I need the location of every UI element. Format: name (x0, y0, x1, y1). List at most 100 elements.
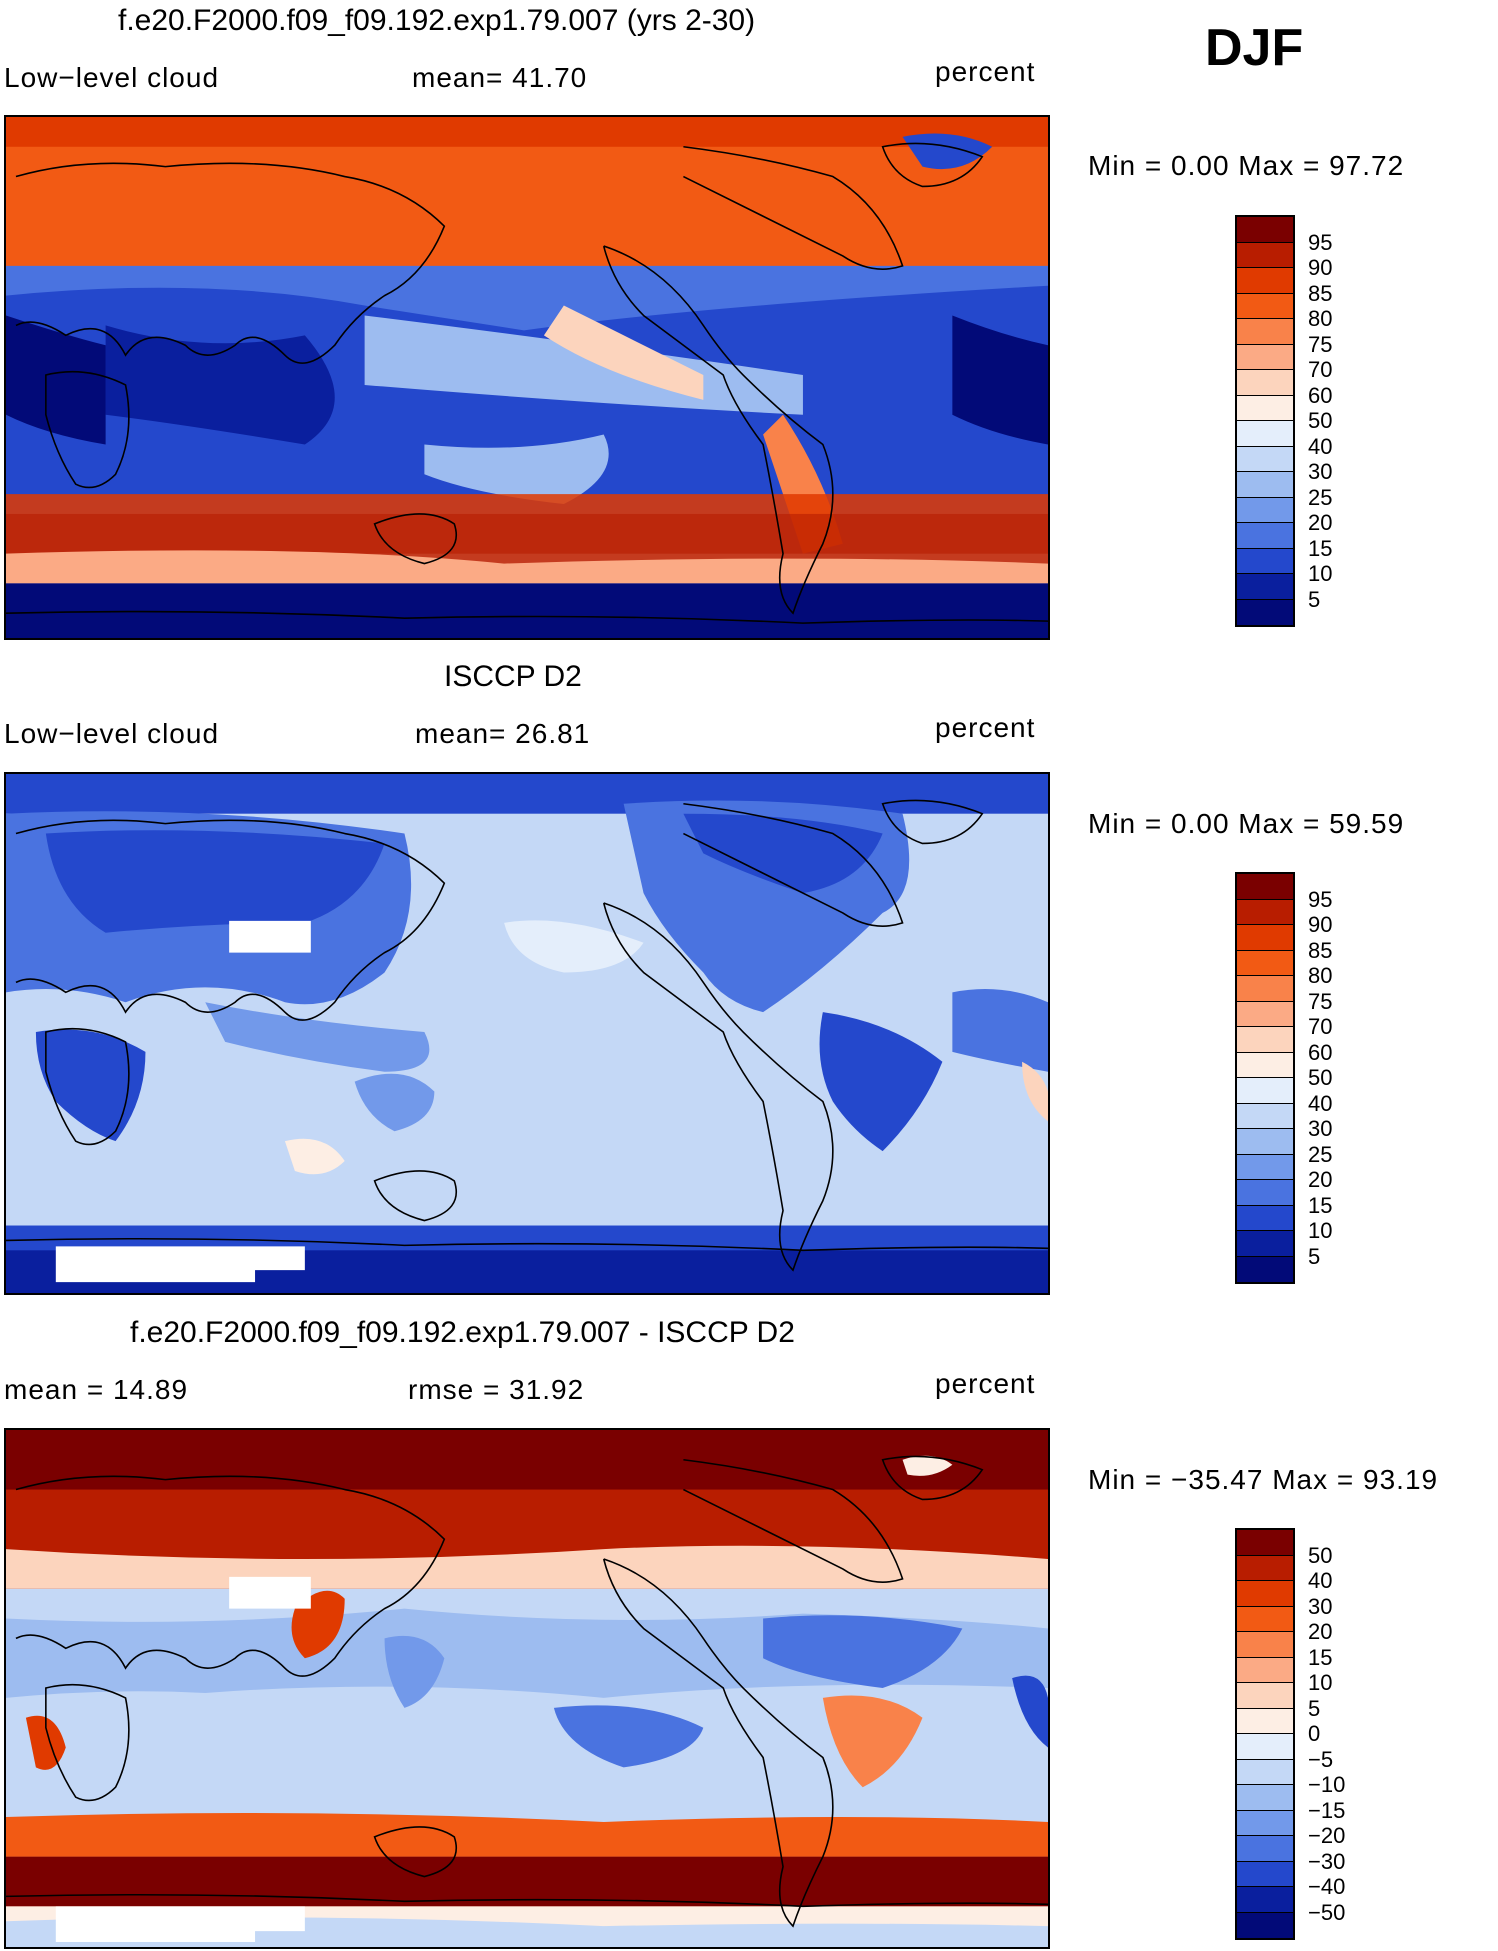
map-field (6, 117, 1048, 638)
panel-title: f.e20.F2000.f09_f09.192.exp1.79.007 (yrs… (118, 4, 756, 37)
colorbar-swatch (1237, 421, 1293, 447)
colorbar-tick-label: 5 (1308, 1243, 1321, 1269)
colorbar-tick-label: 5 (1308, 1695, 1321, 1721)
colorbar-swatch (1237, 1581, 1293, 1607)
colorbar-tick-label: 15 (1308, 1192, 1333, 1218)
colorbar-tick-label: −15 (1308, 1797, 1346, 1823)
colorbar-swatch (1237, 1180, 1293, 1206)
colorbar-swatch (1237, 950, 1293, 976)
colorbar (1235, 1528, 1295, 1940)
colorbar (1235, 215, 1295, 627)
colorbar-swatch (1237, 1001, 1293, 1027)
colorbar-swatch (1237, 446, 1293, 472)
colorbar-tick-label: 15 (1308, 1644, 1333, 1670)
colorbar-tick-label: 60 (1308, 382, 1333, 408)
mean-label: mean = 14.89 (4, 1374, 189, 1405)
colorbar-swatch (1237, 370, 1293, 396)
season-label: DJF (1205, 19, 1304, 77)
colorbar-swatch (1237, 1836, 1293, 1862)
colorbar-tick-label: 20 (1308, 1619, 1333, 1644)
colorbar-swatch (1237, 497, 1293, 523)
colorbar-swatch (1237, 1912, 1293, 1938)
colorbar-swatch (1237, 599, 1293, 625)
colorbar-swatch (1237, 1734, 1293, 1760)
colorbar-swatch (1237, 1530, 1293, 1556)
colorbar-swatch (1237, 1129, 1293, 1155)
colorbar-tick-label: −30 (1308, 1848, 1346, 1874)
units-label: percent (935, 1368, 1036, 1399)
colorbar-tick-label: 10 (1308, 1670, 1333, 1695)
colorbar-swatch (1237, 472, 1293, 498)
colorbar-swatch (1237, 1657, 1293, 1683)
field-label: Low−level cloud (4, 62, 220, 93)
colorbar-tick-label: 25 (1308, 484, 1333, 510)
colorbar-swatch (1237, 1078, 1293, 1104)
map-obs (4, 772, 1050, 1295)
colorbar-tick-label: 20 (1308, 1167, 1333, 1192)
colorbar-tick-label: 90 (1308, 255, 1333, 280)
minmax-label: Min = 0.00 Max = 59.59 (1088, 808, 1405, 839)
colorbar-swatch (1237, 1785, 1293, 1811)
colorbar-tick-label: 40 (1308, 1568, 1333, 1593)
rmse-label: rmse = 31.92 (408, 1374, 585, 1405)
colorbar-swatch (1237, 1606, 1293, 1632)
colorbar-tick-label: 10 (1308, 1218, 1333, 1243)
colorbar-swatch (1237, 1759, 1293, 1785)
colorbar-tick-label: 30 (1308, 459, 1333, 484)
colorbar-tick-label: 50 (1308, 1542, 1333, 1568)
map-model (4, 115, 1050, 640)
colorbar-tick-label: 30 (1308, 1116, 1333, 1141)
colorbar-tick-label: 50 (1308, 408, 1333, 433)
colorbar-swatch (1237, 1205, 1293, 1231)
colorbar-swatch (1237, 217, 1293, 243)
colorbar-tick-label: 5 (1308, 586, 1321, 612)
map-field (6, 774, 1048, 1293)
colorbar-tick-label: 20 (1308, 510, 1333, 535)
colorbar-swatch (1237, 1708, 1293, 1734)
colorbar-tick-label: 75 (1308, 988, 1333, 1014)
colorbar-tick-label: 15 (1308, 535, 1333, 561)
colorbar-swatch (1237, 242, 1293, 268)
colorbar-tick-label: 75 (1308, 331, 1333, 357)
mean-label: mean= 26.81 (415, 718, 591, 749)
colorbar-tick-label: 95 (1308, 886, 1333, 912)
colorbar-tick-label: 80 (1308, 306, 1333, 331)
map-field (6, 1430, 1048, 1947)
colorbar-tick-label: 30 (1308, 1593, 1333, 1619)
map-diff (4, 1428, 1050, 1949)
colorbar-swatch (1237, 925, 1293, 951)
colorbar-swatch (1237, 344, 1293, 370)
colorbar-tick-label: 70 (1308, 1014, 1333, 1039)
units-label: percent (935, 56, 1036, 87)
colorbar-tick-label: 85 (1308, 280, 1333, 306)
panel-title: ISCCP D2 (444, 660, 582, 693)
colorbar-swatch (1237, 1887, 1293, 1913)
colorbar-swatch (1237, 1231, 1293, 1257)
minmax-label: Min = 0.00 Max = 97.72 (1088, 150, 1405, 181)
colorbar-tick-label: 25 (1308, 1141, 1333, 1167)
units-label: percent (935, 712, 1036, 743)
colorbar (1235, 872, 1295, 1284)
colorbar-tick-label: 50 (1308, 1065, 1333, 1090)
colorbar-tick-label: 10 (1308, 561, 1333, 586)
colorbar-tick-label: −10 (1308, 1772, 1346, 1797)
minmax-label: Min = −35.47 Max = 93.19 (1088, 1464, 1439, 1495)
colorbar-tick-label: −50 (1308, 1899, 1346, 1925)
colorbar-swatch (1237, 1632, 1293, 1658)
colorbar-swatch (1237, 268, 1293, 294)
mean-label: mean= 41.70 (412, 62, 588, 93)
colorbar-tick-label: 0 (1308, 1721, 1321, 1746)
colorbar-swatch (1237, 574, 1293, 600)
colorbar-swatch (1237, 1052, 1293, 1078)
colorbar-swatch (1237, 1103, 1293, 1129)
colorbar-swatch (1237, 874, 1293, 900)
colorbar-swatch (1237, 1555, 1293, 1581)
colorbar-swatch (1237, 976, 1293, 1002)
colorbar-tick-label: 40 (1308, 433, 1333, 459)
colorbar-tick-label: −20 (1308, 1823, 1346, 1848)
colorbar-swatch (1237, 1027, 1293, 1053)
colorbar-tick-label: 95 (1308, 229, 1333, 255)
colorbar-swatch (1237, 319, 1293, 345)
colorbar-tick-label: 80 (1308, 963, 1333, 988)
colorbar-swatch (1237, 1154, 1293, 1180)
